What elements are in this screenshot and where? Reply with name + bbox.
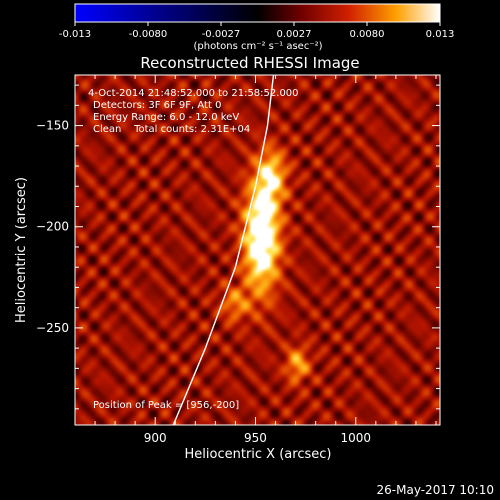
colorbar-tick-label: -0.0027 [202, 29, 241, 40]
colorbar-tick-label: 0.013 [426, 29, 455, 40]
x-tick-label: 950 [244, 431, 267, 445]
y-tick-label: −150 [36, 119, 69, 133]
info-line-detectors: Detectors: 3F 6F 9F, Att 0 [93, 100, 221, 111]
x-tick-label: 900 [144, 431, 167, 445]
x-axis-label: Heliocentric X (arcsec) [185, 447, 332, 462]
colorbar-tick-label: -0.013 [59, 29, 91, 40]
chart-title: Reconstructed RHESSI Image [140, 54, 359, 72]
y-tick-label: −250 [36, 321, 69, 335]
colorbar-ticks: -0.013 -0.0080 -0.0027 0.0027 0.0080 0.013 [59, 22, 454, 40]
solar-limb-line [172, 74, 275, 426]
y-axis-label: Heliocentric Y (arcsec) [14, 177, 29, 323]
y-tick-label: −200 [36, 220, 69, 234]
colorbar-unit-label: (photons cm⁻² s⁻¹ asec⁻²) [193, 41, 322, 52]
colorbar-tick-label: -0.0080 [129, 29, 168, 40]
info-line-energy: Energy Range: 6.0 - 12.0 keV [93, 112, 239, 123]
colorbar [74, 3, 441, 23]
heatmap [75, 75, 440, 425]
colorbar-tick-label: 0.0080 [350, 29, 385, 40]
axis-ticks: 900 950 1000 −150 −200 −250 [36, 75, 440, 445]
colorbar-tick-label: 0.0027 [277, 29, 312, 40]
info-line-time: 4-Oct-2014 21:48:52.000 to 21:58:52.000 [88, 88, 299, 99]
info-line-counts: Clean Total counts: 2.31E+04 [93, 124, 250, 135]
footer-date: 26-May-2017 10:10 [377, 483, 494, 497]
peak-position-label: Position of Peak = [956,-200] [93, 400, 239, 411]
info-block: 4-Oct-2014 21:48:52.000 to 21:58:52.000 … [88, 88, 299, 135]
plot-frame [74, 74, 441, 426]
x-tick-label: 1000 [340, 431, 371, 445]
